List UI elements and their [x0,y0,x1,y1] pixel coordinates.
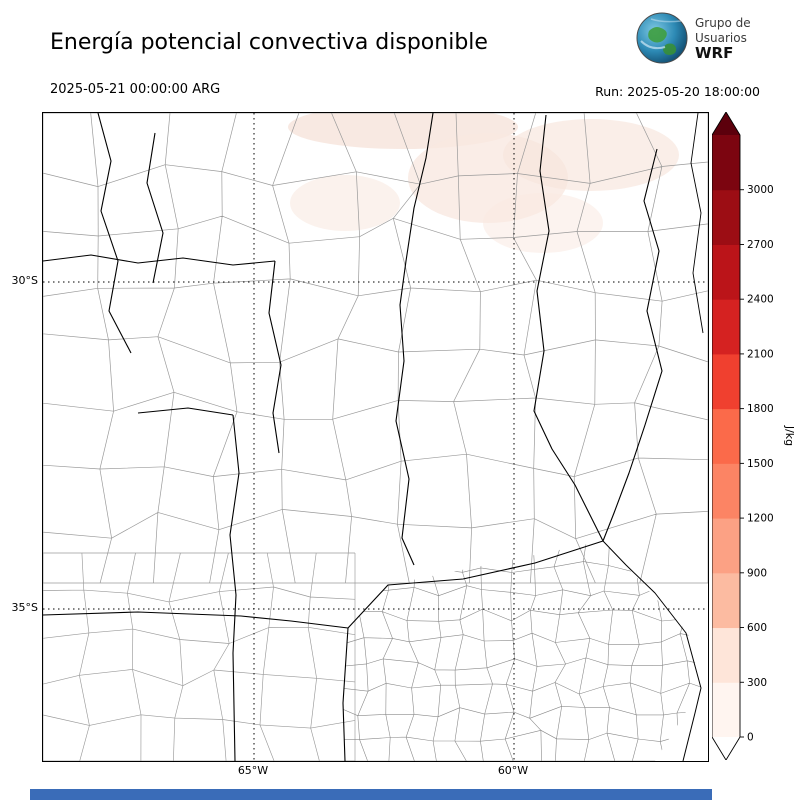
river-border [690,112,704,334]
colorbar-tick-label: 1200 [747,513,774,525]
colorbar-segment [712,463,740,519]
colorbar-over-arrow [712,112,740,135]
department-boundary-mesh [42,112,709,584]
logo-text-line3: WRF [695,43,734,62]
colorbar-tick-label: 0 [747,732,754,744]
valid-time-label: 2025-05-21 00:00:00 ARG [50,82,221,97]
graticule [43,113,708,761]
page-title: Energía potencial convectiva disponible [50,30,488,55]
logo-text-line2: Usuarios [695,30,747,45]
colorbar-tick-label: 600 [747,622,767,634]
colorbar-segment [712,189,740,245]
footer-bar [30,789,712,800]
map-canvas [42,105,709,762]
cape-low-shading [288,105,679,253]
logo-text-line1: Grupo de [695,15,751,30]
colorbar-segment [712,135,740,191]
boundary-lines [42,552,356,762]
boundary-lines [343,541,701,761]
colorbar-outline [712,112,741,760]
lat-label-30s: 30°S [11,274,38,287]
colorbar-tick-label: 300 [747,677,767,689]
colorbar: 0 300 600 900 1200 1500 1800 2100 2400 2700 3000 J/… [712,112,796,760]
colorbar-tick-label: 1800 [747,403,774,415]
colorbar-segment [712,518,740,574]
colorbar-unit-label: J/kg [783,425,796,446]
province-borders [42,112,704,762]
buenos-aires-partidos-mesh [343,541,701,761]
colorbar-under-arrow [712,737,740,760]
colorbar-tick-label: 2700 [747,239,774,251]
lon-label-65w: 65°W [237,764,269,777]
globe-icon [636,12,688,64]
boundary-lines [42,112,709,584]
lat-label-35s: 35°S [11,601,38,614]
colorbar-tick-label: 3000 [747,184,774,196]
lon-label-60w: 60°W [497,764,529,777]
colorbar-segment [712,572,740,629]
coastline [602,540,702,762]
colorbar-segment [712,353,740,410]
map-panel [42,105,709,762]
colorbar-segment [712,682,740,738]
colorbar-tick-label: 2100 [747,348,774,360]
colorbar-tick-label: 2400 [747,294,774,306]
colorbar-segment [712,408,740,464]
department-boundary-mesh-southwest [42,552,356,762]
colorbar-tick-label: 1500 [747,458,774,470]
wrf-logo: Grupo de Usuarios WRF [635,11,751,65]
run-time-label: Run: 2025-05-20 18:00:00 [595,84,760,99]
colorbar-segment [712,627,740,683]
colorbar-segment [712,299,740,355]
colorbar-tick-label: 900 [747,567,767,579]
colorbar-segment [712,244,740,300]
